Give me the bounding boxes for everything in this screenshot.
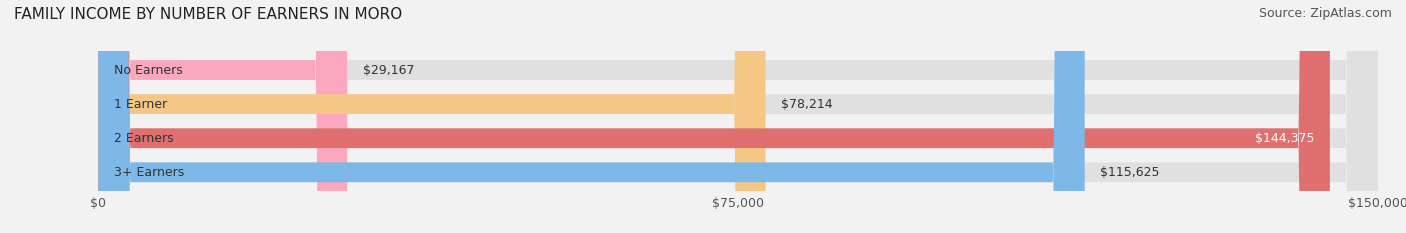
Text: Source: ZipAtlas.com: Source: ZipAtlas.com (1258, 7, 1392, 20)
Text: 3+ Earners: 3+ Earners (114, 166, 184, 179)
FancyBboxPatch shape (98, 0, 1084, 233)
FancyBboxPatch shape (98, 0, 1378, 233)
Text: $115,625: $115,625 (1099, 166, 1160, 179)
FancyBboxPatch shape (98, 0, 1378, 233)
FancyBboxPatch shape (98, 0, 1378, 233)
Text: $29,167: $29,167 (363, 64, 413, 76)
Text: 2 Earners: 2 Earners (114, 132, 173, 145)
Text: $144,375: $144,375 (1256, 132, 1315, 145)
FancyBboxPatch shape (98, 0, 1378, 233)
Text: $78,214: $78,214 (780, 98, 832, 111)
Text: FAMILY INCOME BY NUMBER OF EARNERS IN MORO: FAMILY INCOME BY NUMBER OF EARNERS IN MO… (14, 7, 402, 22)
FancyBboxPatch shape (98, 0, 347, 233)
Text: No Earners: No Earners (114, 64, 183, 76)
Text: 1 Earner: 1 Earner (114, 98, 167, 111)
FancyBboxPatch shape (98, 0, 1330, 233)
FancyBboxPatch shape (98, 0, 765, 233)
